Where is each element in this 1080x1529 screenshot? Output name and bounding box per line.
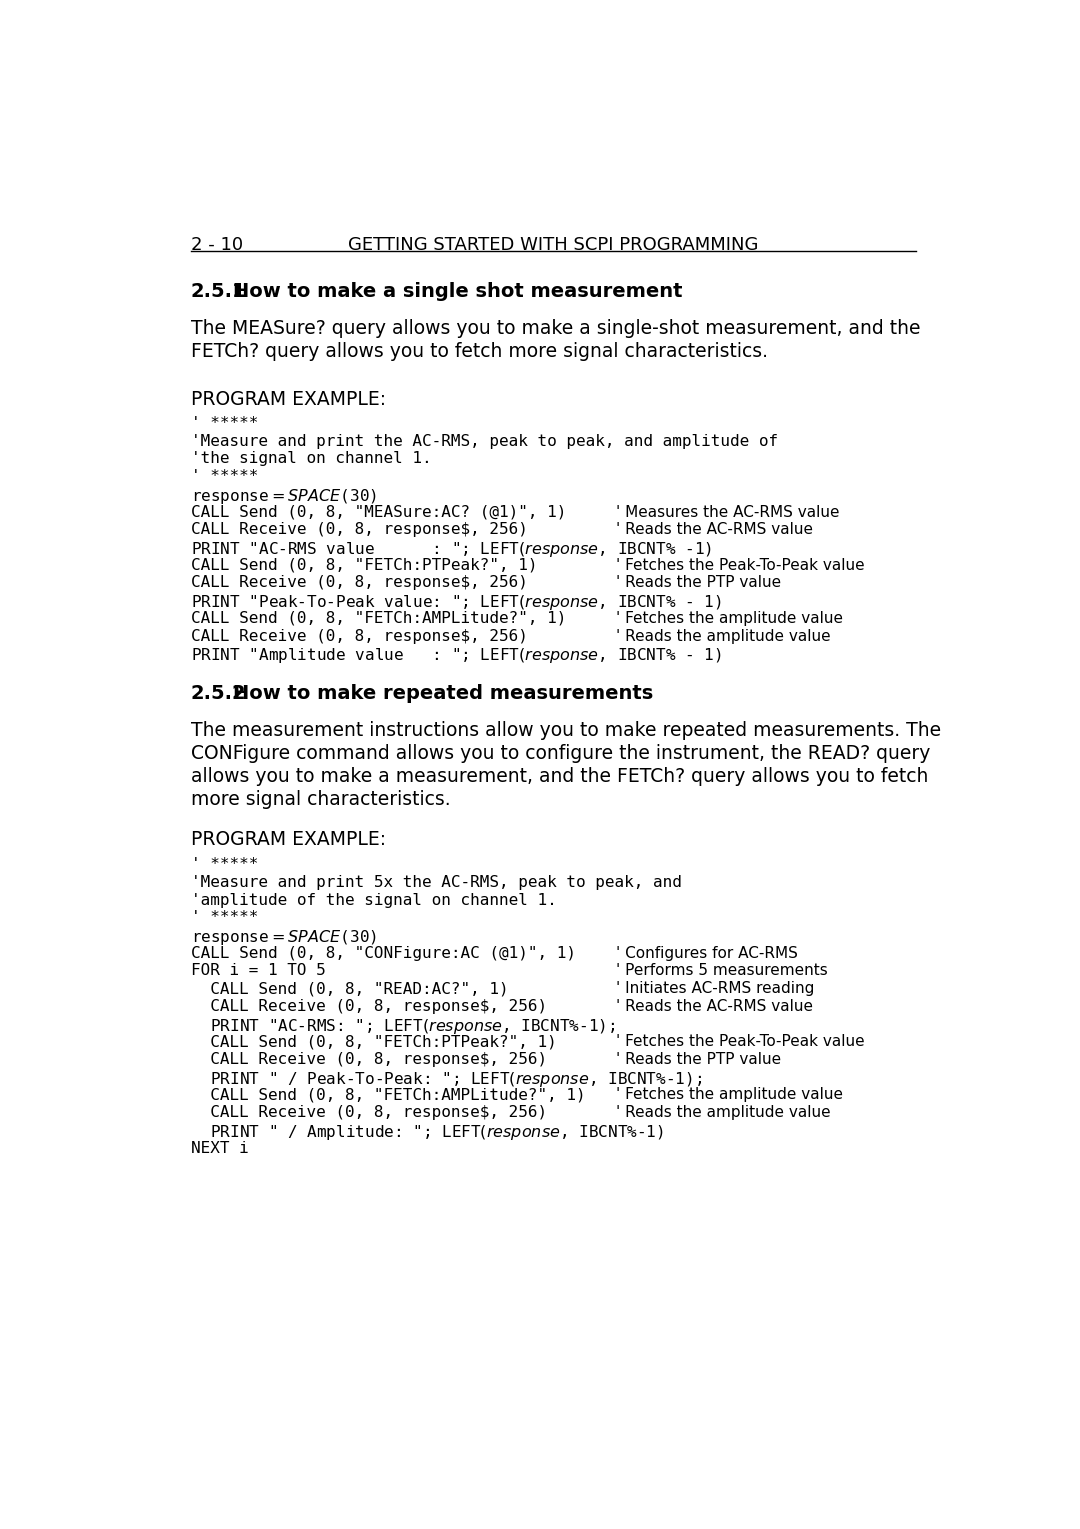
Text: FETCh? query allows you to fetch more signal characteristics.: FETCh? query allows you to fetch more si…	[191, 342, 768, 361]
Text: ' Reads the PTP value: ' Reads the PTP value	[616, 575, 781, 590]
Text: ' Initiates AC-RMS reading: ' Initiates AC-RMS reading	[616, 982, 814, 997]
Text: CALL Receive (0, 8, response$, 256): CALL Receive (0, 8, response$, 256)	[191, 1052, 546, 1067]
Text: response$ = SPACE$(30): response$ = SPACE$(30)	[191, 486, 377, 506]
Text: CALL Send (0, 8, "CONFigure:AC (@1)", 1): CALL Send (0, 8, "CONFigure:AC (@1)", 1)	[191, 946, 576, 960]
Text: ' Configures for AC-RMS: ' Configures for AC-RMS	[616, 946, 797, 960]
Text: PRINT "Peak-To-Peak value: "; LEFT$(response$, IBCNT% - 1): PRINT "Peak-To-Peak value: "; LEFT$(resp…	[191, 593, 721, 612]
Text: CALL Send (0, 8, "FETCh:PTPeak?", 1): CALL Send (0, 8, "FETCh:PTPeak?", 1)	[191, 558, 538, 573]
Text: CALL Receive (0, 8, response$, 256): CALL Receive (0, 8, response$, 256)	[191, 1105, 546, 1121]
Text: 2 - 10: 2 - 10	[191, 235, 243, 254]
Text: PRINT " / Amplitude: "; LEFT$(response$, IBCNT%-1): PRINT " / Amplitude: "; LEFT$(response$,…	[191, 1122, 663, 1142]
Text: ' Fetches the Peak-To-Peak value: ' Fetches the Peak-To-Peak value	[616, 558, 864, 573]
Text: ' Reads the PTP value: ' Reads the PTP value	[616, 1052, 781, 1067]
Text: ' *****: ' *****	[191, 910, 258, 925]
Text: ' Reads the amplitude value: ' Reads the amplitude value	[616, 628, 831, 644]
Text: How to make a single shot measurement: How to make a single shot measurement	[233, 281, 683, 301]
Text: CALL Receive (0, 8, response$, 256): CALL Receive (0, 8, response$, 256)	[191, 998, 546, 1014]
Text: ' Fetches the amplitude value: ' Fetches the amplitude value	[616, 610, 842, 625]
Text: CALL Receive (0, 8, response$, 256): CALL Receive (0, 8, response$, 256)	[191, 628, 528, 644]
Text: ' *****: ' *****	[191, 416, 258, 431]
Text: CALL Send (0, 8, "READ:AC?", 1): CALL Send (0, 8, "READ:AC?", 1)	[191, 982, 509, 997]
Text: 'Measure and print 5x the AC-RMS, peak to peak, and: 'Measure and print 5x the AC-RMS, peak t…	[191, 875, 681, 890]
Text: PRINT "AC-RMS: "; LEFT$(response$, IBCNT%-1);: PRINT "AC-RMS: "; LEFT$(response$, IBCNT…	[191, 1017, 616, 1035]
Text: ' Reads the amplitude value: ' Reads the amplitude value	[616, 1105, 831, 1121]
Text: 2.5.1: 2.5.1	[191, 281, 246, 301]
Text: PROGRAM EXAMPLE:: PROGRAM EXAMPLE:	[191, 830, 386, 849]
Text: CALL Send (0, 8, "FETCh:AMPLitude?", 1): CALL Send (0, 8, "FETCh:AMPLitude?", 1)	[191, 610, 566, 625]
Text: GETTING STARTED WITH SCPI PROGRAMMING: GETTING STARTED WITH SCPI PROGRAMMING	[349, 235, 758, 254]
Text: How to make repeated measurements: How to make repeated measurements	[233, 683, 653, 703]
Text: CONFigure command allows you to configure the instrument, the READ? query: CONFigure command allows you to configur…	[191, 745, 930, 763]
Text: ' Reads the AC-RMS value: ' Reads the AC-RMS value	[616, 998, 812, 1014]
Text: ' *****: ' *****	[191, 469, 258, 485]
Text: ' *****: ' *****	[191, 858, 258, 872]
Text: NEXT i: NEXT i	[191, 1141, 248, 1156]
Text: CALL Receive (0, 8, response$, 256): CALL Receive (0, 8, response$, 256)	[191, 523, 528, 537]
Text: FOR i = 1 TO 5: FOR i = 1 TO 5	[191, 963, 325, 979]
Text: ' Reads the AC-RMS value: ' Reads the AC-RMS value	[616, 523, 812, 537]
Text: CALL Send (0, 8, "FETCh:PTPeak?", 1): CALL Send (0, 8, "FETCh:PTPeak?", 1)	[191, 1034, 556, 1049]
Text: 2.5.2: 2.5.2	[191, 683, 246, 703]
Text: PROGRAM EXAMPLE:: PROGRAM EXAMPLE:	[191, 390, 386, 408]
Text: ' Fetches the Peak-To-Peak value: ' Fetches the Peak-To-Peak value	[616, 1034, 864, 1049]
Text: The MEASure? query allows you to make a single-shot measurement, and the: The MEASure? query allows you to make a …	[191, 320, 920, 338]
Text: CALL Send (0, 8, "FETCh:AMPLitude?", 1): CALL Send (0, 8, "FETCh:AMPLitude?", 1)	[191, 1087, 585, 1102]
Text: response$ = SPACE$(30): response$ = SPACE$(30)	[191, 928, 377, 946]
Text: allows you to make a measurement, and the FETCh? query allows you to fetch: allows you to make a measurement, and th…	[191, 768, 928, 786]
Text: more signal characteristics.: more signal characteristics.	[191, 790, 450, 809]
Text: PRINT " / Peak-To-Peak: "; LEFT$(response$, IBCNT%-1);: PRINT " / Peak-To-Peak: "; LEFT$(respons…	[191, 1070, 702, 1089]
Text: CALL Receive (0, 8, response$, 256): CALL Receive (0, 8, response$, 256)	[191, 575, 528, 590]
Text: PRINT "AC-RMS value      : "; LEFT$(response$, IBCNT% -1): PRINT "AC-RMS value : "; LEFT$(response$…	[191, 540, 712, 560]
Text: 'amplitude of the signal on channel 1.: 'amplitude of the signal on channel 1.	[191, 893, 556, 908]
Text: The measurement instructions allow you to make repeated measurements. The: The measurement instructions allow you t…	[191, 722, 941, 740]
Text: ' Measures the AC-RMS value: ' Measures the AC-RMS value	[616, 505, 839, 520]
Text: PRINT "Amplitude value   : "; LEFT$(response$, IBCNT% - 1): PRINT "Amplitude value : "; LEFT$(respon…	[191, 647, 721, 665]
Text: CALL Send (0, 8, "MEASure:AC? (@1)", 1): CALL Send (0, 8, "MEASure:AC? (@1)", 1)	[191, 505, 566, 520]
Text: 'Measure and print the AC-RMS, peak to peak, and amplitude of: 'Measure and print the AC-RMS, peak to p…	[191, 434, 778, 448]
Text: ' Fetches the amplitude value: ' Fetches the amplitude value	[616, 1087, 842, 1102]
Text: 'the signal on channel 1.: 'the signal on channel 1.	[191, 451, 431, 466]
Text: ' Performs 5 measurements: ' Performs 5 measurements	[616, 963, 827, 979]
